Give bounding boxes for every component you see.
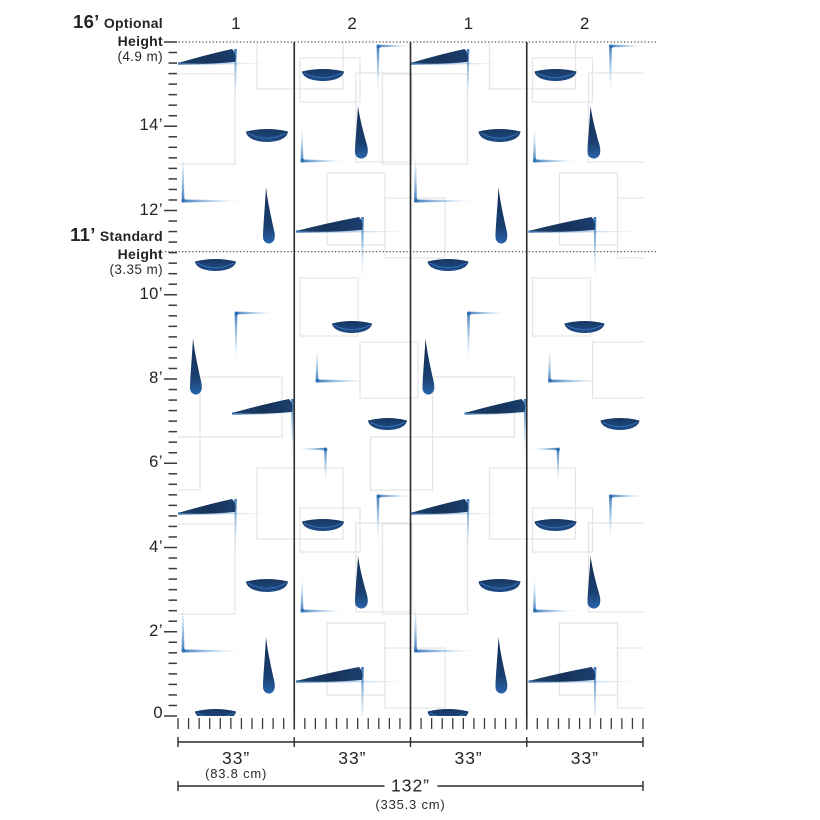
panel-number-3: 1 (463, 14, 474, 33)
optional-height-line1: 16’ Optional (72, 11, 163, 32)
total-width-metric: (335.3 cm) (375, 797, 446, 812)
panel-width-label-3: 33” (454, 748, 483, 768)
foot-label-4: 4’ (149, 537, 163, 556)
foot-label-12: 12’ (139, 200, 163, 219)
panel-width-metric: (83.8 cm) (205, 766, 268, 781)
panel-number-2: 2 (347, 14, 358, 33)
panel-number-1: 1 (231, 14, 242, 33)
foot-label-6: 6’ (149, 453, 163, 472)
standard-height-label: 11’ Standard Height (3.35 m) (70, 225, 163, 278)
optional-height-feet: 16’ (72, 11, 100, 32)
standard-height-feet: 11’ (70, 224, 96, 245)
panel-width-label-1: 33” (221, 748, 251, 768)
foot-label-0: 0 (153, 704, 163, 722)
panel-number-4: 2 (579, 14, 590, 33)
foot-label-8: 8’ (149, 369, 163, 387)
panel-width-label-2: 33” (338, 748, 367, 768)
optional-height-label: 16’ Optional Height (4.9 m) (73, 12, 163, 65)
foot-label-10: 10’ (139, 284, 163, 303)
optional-height-line2: Height (117, 33, 163, 49)
optional-height-metric: (4.9 m) (117, 49, 163, 64)
standard-height-line1: 11’ Standard (70, 224, 163, 245)
standard-height-line2: Height (117, 246, 163, 262)
foot-label-2: 2’ (149, 621, 163, 640)
total-width-label: 132” (383, 775, 438, 797)
foot-label-14: 14’ (139, 116, 163, 135)
standard-height-metric: (3.35 m) (109, 262, 163, 277)
panel-width-label-4: 33” (570, 748, 600, 768)
